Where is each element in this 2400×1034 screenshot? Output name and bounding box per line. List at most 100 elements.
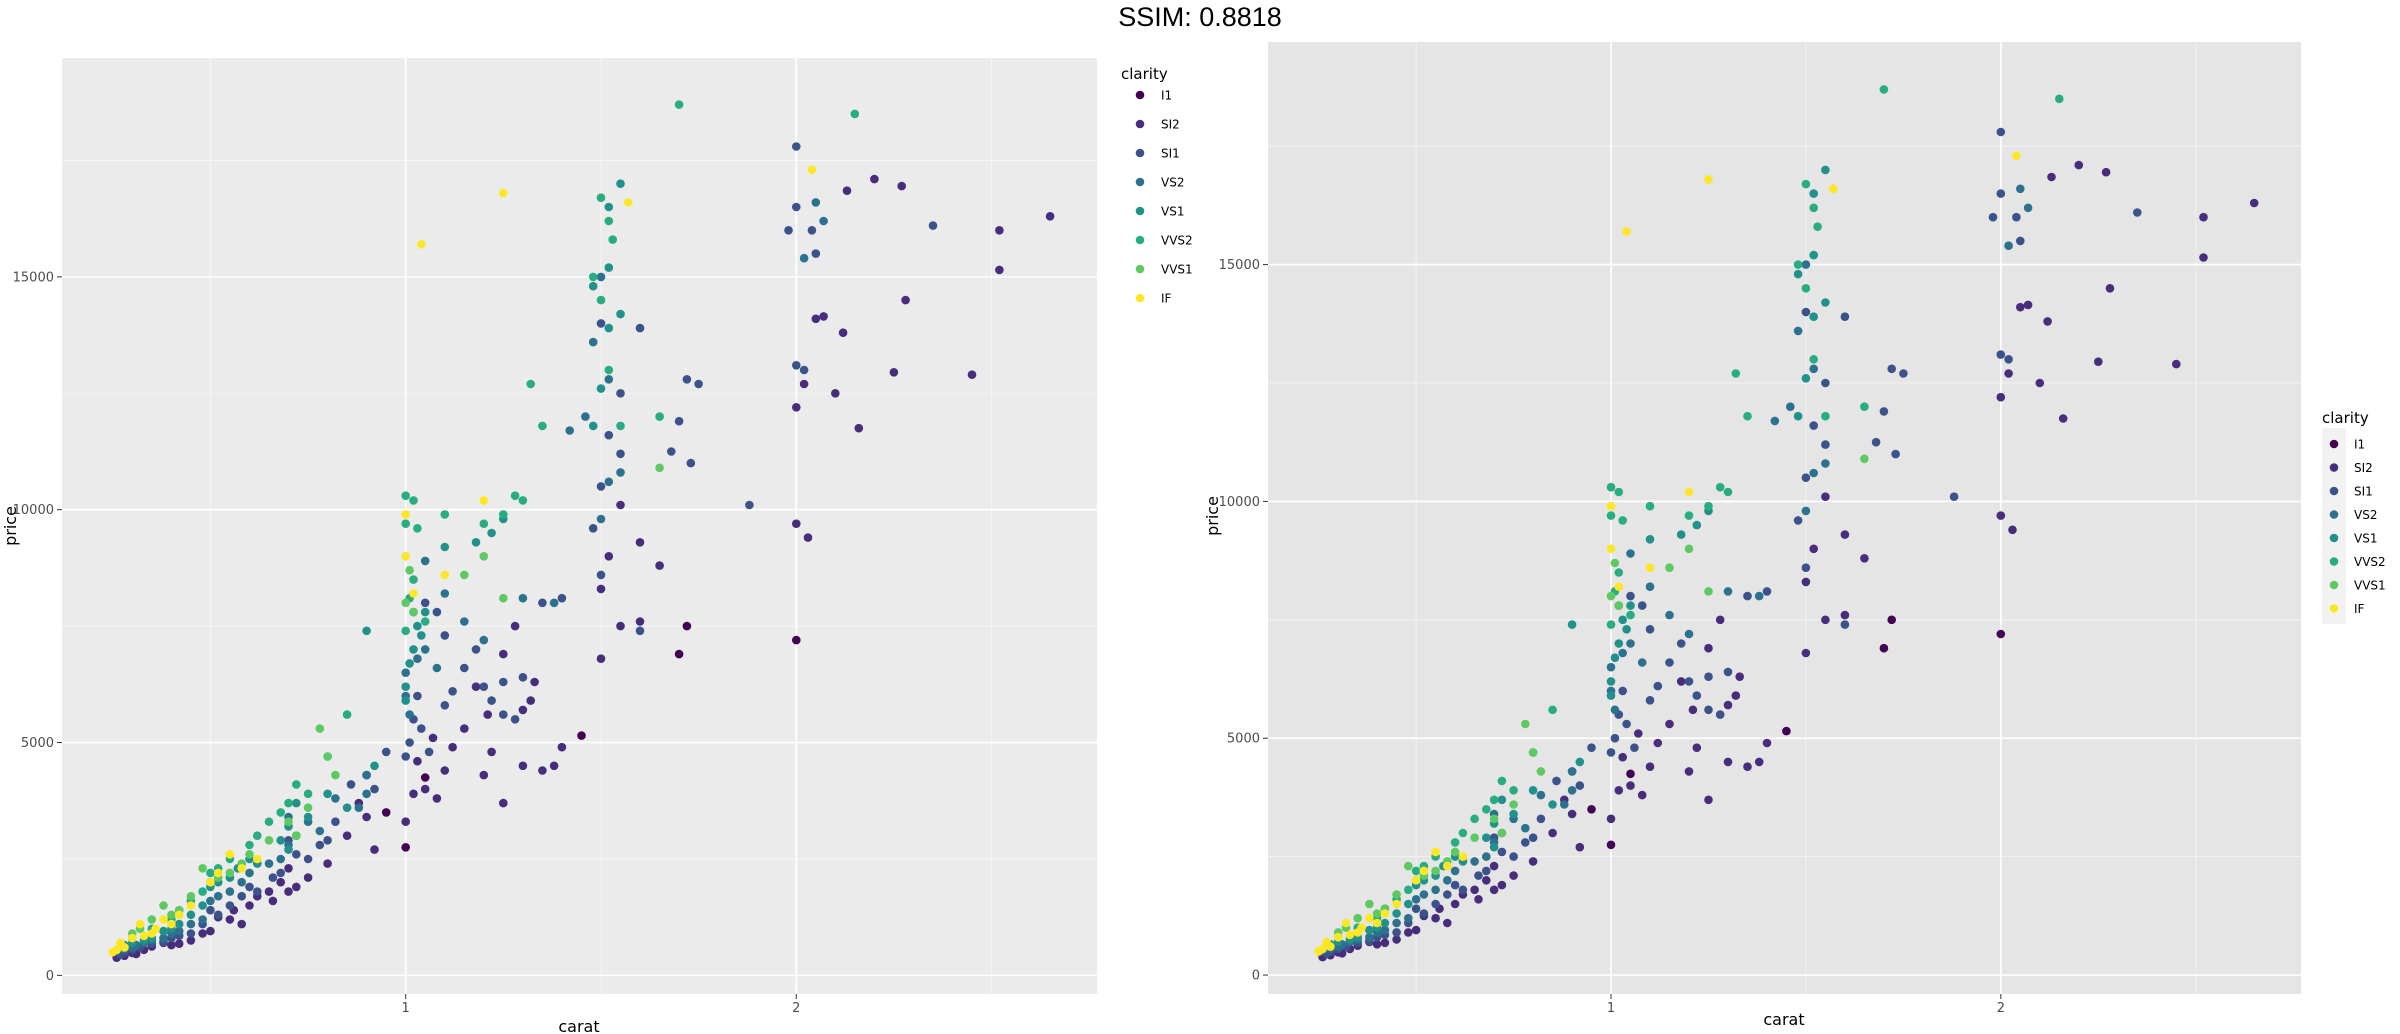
data-point-i1 (401, 843, 411, 852)
data-point-si2 (1809, 544, 1818, 554)
data-point-vs2 (1821, 459, 1830, 468)
data-point-vvs2 (608, 235, 617, 244)
data-point-si1 (596, 482, 606, 491)
data-point-vs1 (604, 202, 614, 212)
data-point-vvs2 (518, 496, 528, 505)
data-point-vvs2 (1684, 511, 1694, 520)
data-point-si1 (557, 593, 567, 603)
data-point-si1 (596, 570, 606, 580)
data-point-si1 (811, 249, 821, 258)
data-point-si1 (448, 687, 457, 696)
data-point-si2 (1497, 880, 1507, 890)
legend-label-if: IF (2354, 602, 2365, 616)
data-point-si1 (331, 817, 340, 826)
data-point-vvs2 (1813, 222, 1822, 231)
data-point-vvs2 (1801, 284, 1811, 293)
data-point-if (1341, 918, 1351, 928)
data-point-vvs2 (479, 519, 489, 528)
data-point-vvs1 (198, 864, 207, 873)
data-point-si1 (1743, 591, 1752, 601)
data-point-vvs1 (1614, 601, 1624, 610)
data-point-vvs2 (276, 808, 286, 817)
data-point-vvs1 (284, 817, 293, 826)
grid-lines (62, 58, 1097, 994)
data-point-si2 (1482, 876, 1491, 885)
data-point-vs2 (245, 868, 254, 878)
data-point-vs2 (518, 593, 528, 603)
data-point-vs2 (331, 794, 340, 803)
data-point-si2 (2004, 369, 2013, 378)
data-point-vvs1 (460, 570, 469, 580)
data-point-si1 (1509, 852, 1518, 861)
data-point-si1 (432, 607, 442, 617)
data-point-vs1 (405, 659, 414, 668)
data-point-vs1 (1380, 918, 1390, 928)
data-point-si2 (616, 621, 625, 631)
legend-label-vvs1: VVS1 (2354, 579, 2386, 593)
data-point-vvs2 (1704, 501, 1713, 511)
data-point-si1 (1692, 691, 1702, 700)
data-point-si2 (413, 756, 422, 766)
data-point-vvs2 (604, 365, 614, 375)
data-point-vvs2 (1793, 260, 1803, 269)
data-point-si1 (1871, 437, 1881, 447)
data-point-vvs1 (1704, 587, 1713, 596)
data-point-vvs1 (405, 565, 414, 575)
legend-key-si2 (2329, 463, 2339, 472)
data-point-vs2 (1411, 895, 1421, 904)
data-point-si2 (819, 312, 828, 321)
data-point-si1 (401, 752, 411, 761)
data-point-vvs2 (1606, 620, 1616, 629)
data-point-si1 (1840, 620, 1850, 629)
data-point-vvs2 (1626, 610, 1635, 620)
data-point-vvs1 (401, 598, 411, 608)
data-point-vs2 (1684, 629, 1694, 639)
data-point-si1 (413, 691, 422, 701)
data-point-vvs2 (292, 780, 301, 789)
data-point-si2 (557, 742, 567, 752)
data-point-vs1 (198, 901, 207, 910)
data-point-vs2 (604, 477, 614, 487)
data-point-vvs2 (303, 789, 313, 799)
data-point-si1 (2016, 236, 2025, 246)
data-point-vvs2 (342, 710, 352, 719)
data-point-vs1 (1618, 615, 1627, 625)
legend-label-if: IF (1161, 292, 1172, 306)
data-point-vs2 (588, 337, 598, 347)
data-point-if (1333, 932, 1343, 942)
data-point-vs1 (1606, 691, 1616, 700)
data-point-vvs2 (674, 100, 684, 109)
data-point-vvs2 (1645, 501, 1655, 511)
data-point-vs1 (401, 696, 411, 705)
data-point-vvs2 (588, 272, 598, 282)
data-point-vvs2 (655, 412, 664, 421)
x-axis-title: carat (1763, 1010, 1804, 1029)
data-point-si2 (1614, 786, 1624, 795)
data-point-si1 (276, 868, 286, 878)
data-point-if (401, 552, 411, 561)
data-point-vvs2 (420, 617, 430, 626)
data-point-vvs2 (604, 216, 614, 226)
data-point-vs1 (1392, 909, 1401, 918)
data-point-vvs2 (1548, 705, 1557, 715)
data-point-vs2 (1809, 468, 1818, 478)
data-point-si1 (1482, 866, 1491, 876)
data-point-vs2 (1801, 506, 1811, 516)
data-point-i1 (1782, 726, 1791, 736)
data-point-if (213, 868, 223, 878)
data-point-si1 (1809, 421, 1818, 430)
data-point-si1 (928, 221, 938, 230)
data-point-si2 (518, 761, 528, 771)
data-point-vvs1 (1372, 909, 1382, 918)
data-point-if (417, 240, 426, 249)
data-point-vvs2 (2055, 94, 2064, 104)
data-point-si2 (854, 423, 864, 433)
data-point-si2 (1723, 757, 1733, 767)
data-point-vvs1 (1860, 454, 1869, 464)
data-point-vs2 (565, 426, 574, 435)
data-point-si2 (186, 936, 196, 945)
data-point-vs2 (315, 826, 325, 836)
data-point-vs2 (1404, 913, 1413, 923)
data-point-if (1828, 184, 1838, 194)
